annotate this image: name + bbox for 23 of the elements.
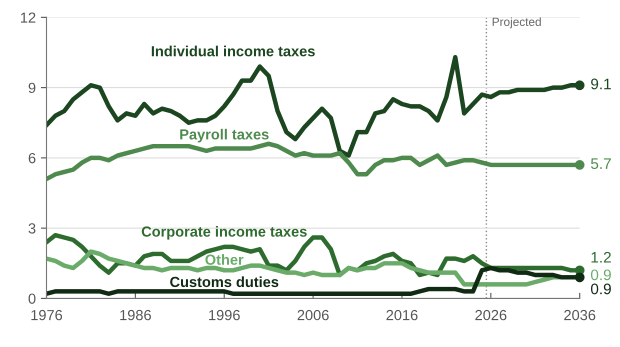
series-label: Payroll taxes: [180, 128, 269, 142]
y-tick-label: 3: [28, 223, 36, 234]
x-tick-label: 1996: [209, 310, 240, 320]
data-label: 5.7: [590, 158, 611, 170]
y-tick-label: 12: [20, 12, 36, 23]
x-tick-label: 2036: [564, 310, 596, 320]
series-label: Other: [205, 254, 244, 265]
x-tick-label: 2006: [298, 310, 329, 320]
x-tick-label: 2016: [386, 310, 418, 320]
ref-line-label: Projected: [492, 17, 541, 28]
y-tick-label: 9: [28, 82, 36, 94]
y-tick-label: 6: [28, 152, 36, 164]
text: Individual income taxes: [152, 46, 315, 56]
x-tick-label: 1976: [31, 310, 62, 320]
x-tick-label: 2026: [475, 310, 506, 320]
x-tick-label: 1986: [120, 310, 151, 320]
data-label: 9.1: [591, 78, 611, 90]
y-tick-label: 0: [28, 294, 36, 304]
data-label: 0.9: [590, 269, 611, 280]
series-label: Corporate income taxes: [142, 226, 307, 240]
data-label: 1.2: [592, 252, 611, 263]
series-label: Customs duties: [170, 276, 278, 288]
data-label: 0.9: [590, 284, 611, 294]
